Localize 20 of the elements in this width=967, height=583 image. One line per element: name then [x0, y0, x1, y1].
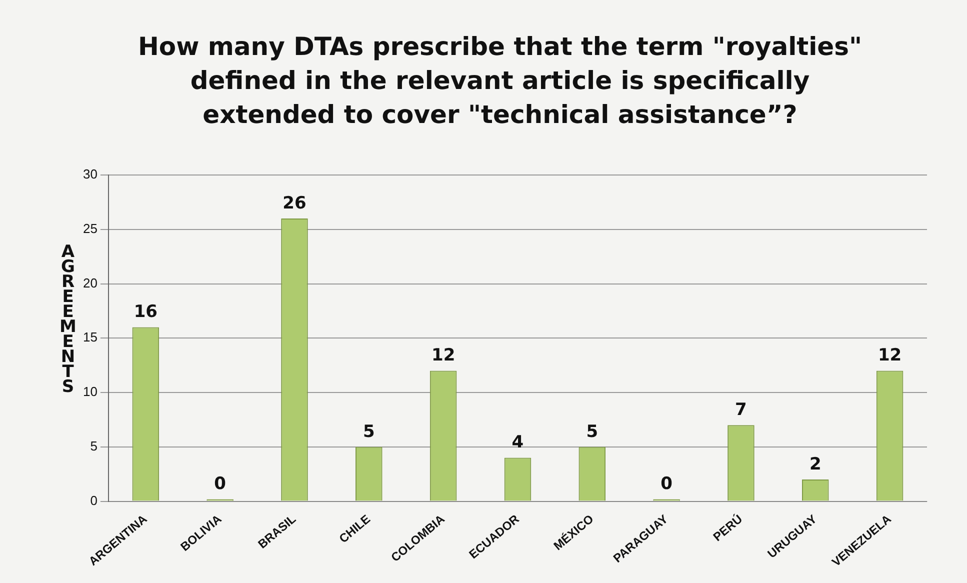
y-tick-label: 20 [82, 275, 98, 290]
data-label: 4 [512, 432, 524, 453]
data-label: 0 [214, 474, 226, 494]
y-tick-label: 0 [90, 492, 98, 508]
data-label: 12 [431, 346, 456, 366]
data-label: 12 [878, 346, 902, 366]
y-tick-label: 10 [82, 384, 98, 400]
data-label: 2 [809, 454, 822, 474]
y-tick-label: 25 [82, 220, 98, 236]
data-label: 7 [735, 400, 747, 420]
y-tick-label: 15 [82, 330, 98, 345]
data-label: 5 [362, 422, 375, 442]
data-label: 26 [282, 193, 306, 214]
data-label: 5 [586, 422, 598, 442]
chart-title: How many DTAs prescribe that the term "royalties" defined in the relevant article is specifically extended to cover "technical assistance”? [136, 31, 864, 131]
data-label: 0 [660, 474, 673, 494]
y-tick-label: 5 [90, 438, 98, 454]
y-tick-label: 30 [82, 166, 98, 182]
y-axis-title: AGREEMENTS [58, 242, 78, 392]
data-label: 16 [134, 302, 158, 322]
